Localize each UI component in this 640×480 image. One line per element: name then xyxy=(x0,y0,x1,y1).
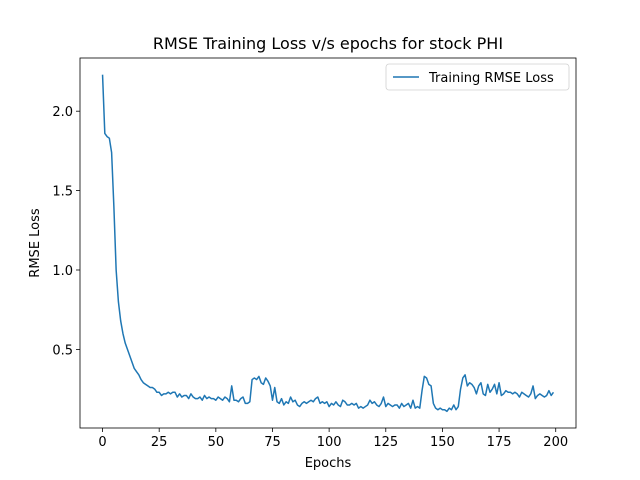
x-tick-label: 125 xyxy=(373,435,398,450)
x-axis-label: Epochs xyxy=(305,456,352,471)
data-line xyxy=(101,74,555,413)
x-tick-label: 75 xyxy=(264,435,281,450)
y-tick-label: 1.5 xyxy=(52,185,73,200)
x-tick-label: 150 xyxy=(430,435,455,450)
y-tick-label: 2.0 xyxy=(52,105,73,120)
x-tick-label: 175 xyxy=(487,435,512,450)
x-tick-label: 0 xyxy=(98,435,106,450)
legend-box xyxy=(385,63,570,91)
x-tick-label: 100 xyxy=(317,435,342,450)
legend-label: Training RMSE Loss xyxy=(428,71,554,86)
y-axis-label: RMSE Loss xyxy=(28,208,43,278)
x-tick-label: 50 xyxy=(208,435,225,450)
y-tick-label: 1.0 xyxy=(52,264,73,279)
x-tick-label: 25 xyxy=(151,435,168,450)
y-tick-label: 0.5 xyxy=(52,343,73,358)
plot-frame xyxy=(79,57,577,429)
x-tick-label: 200 xyxy=(543,435,568,450)
chart-title: RMSE Training Loss v/s epochs for stock … xyxy=(153,34,503,53)
